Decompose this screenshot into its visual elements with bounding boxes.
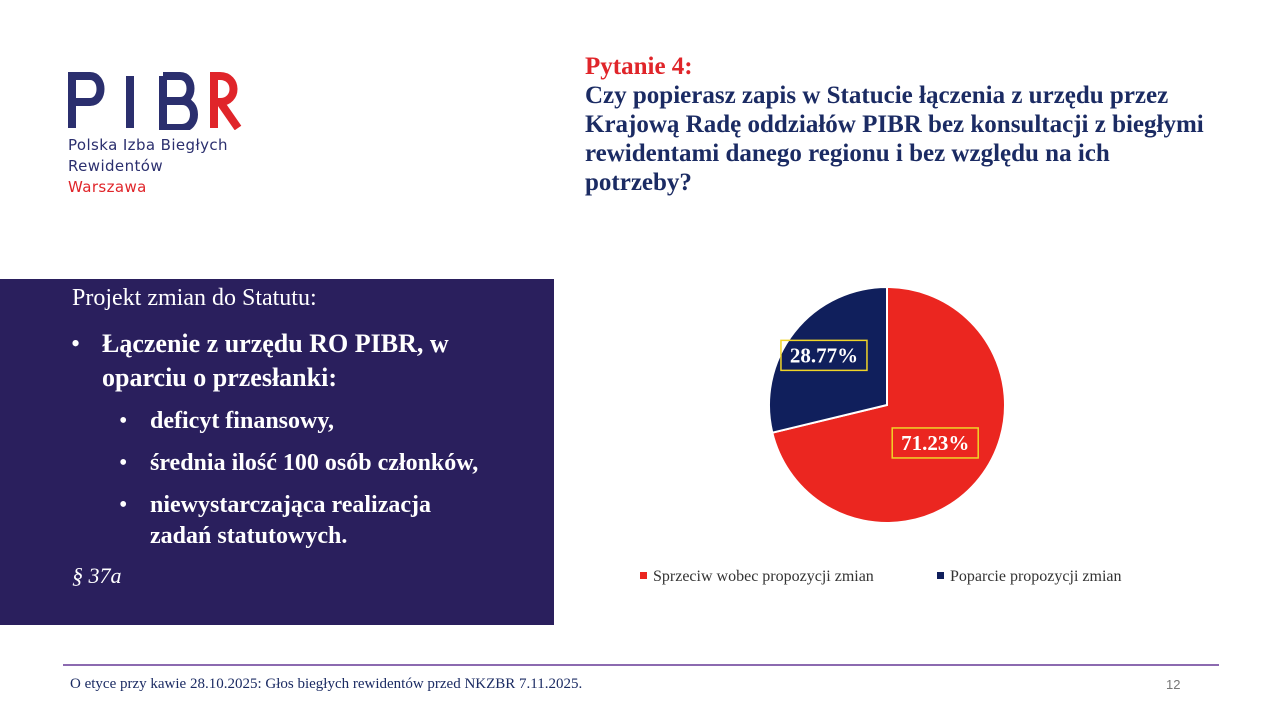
panel-bullet-list: • Łączenie z urzędu RO PIBR, w oparciu o…: [0, 327, 554, 552]
pie-chart: 71.23% 28.77%: [768, 285, 1006, 524]
sub-bullet-text: średnia ilość 100 osób członków,: [150, 450, 479, 476]
bullet-icon: •: [119, 450, 128, 476]
legend-label-sprzeciw: Sprzeciw wobec propozycji zmian: [653, 568, 874, 585]
sub-bullet: • średnia ilość 100 osób członków,: [0, 448, 490, 479]
bullet-icon: •: [119, 408, 128, 434]
legend-swatch-red: [640, 572, 647, 579]
legend-item-poparcie: Poparcie propozycji zmian: [937, 568, 1122, 586]
page-number: 12: [1166, 677, 1181, 692]
pie-data-label-0: 71.23%: [891, 427, 979, 459]
sub-bullet-text: niewystarczająca realizacja zadań statut…: [150, 492, 432, 549]
logo-text-line2: Rewidentów: [68, 157, 163, 175]
bullet-icon: •: [71, 329, 81, 358]
svg-text:28.77%: 28.77%: [790, 343, 858, 367]
sub-bullet: • niewystarczająca realizacja zadań stat…: [0, 490, 490, 552]
pie-data-label-1: 28.77%: [780, 339, 868, 372]
legend-swatch-navy: [937, 572, 944, 579]
main-bullet: • Łączenie z urzędu RO PIBR, w oparciu o…: [0, 327, 482, 395]
pie-slice-1: [768, 285, 888, 434]
statute-panel: Projekt zmian do Statutu: • Łączenie z u…: [0, 279, 554, 625]
question-text: Czy popierasz zapis w Statucie łączenia …: [585, 82, 1204, 196]
svg-text:71.23%: 71.23%: [901, 431, 969, 455]
statute-reference: § 37a: [72, 563, 122, 588]
pie-slice-0: [771, 285, 1006, 524]
bullet-icon: •: [119, 492, 128, 518]
panel-title: Projekt zmian do Statutu:: [72, 285, 317, 311]
sub-bullet: • deficyt finansowy,: [0, 406, 490, 437]
legend-label-poparcie: Poparcie propozycji zmian: [950, 568, 1122, 585]
question-label: Pytanie 4:: [585, 53, 693, 80]
logo-text-line1: Polska Izba Biegłych: [68, 136, 228, 154]
logo-text-line3: Warszawa: [68, 178, 147, 196]
main-bullet-text: Łączenie z urzędu RO PIBR, w oparciu o p…: [102, 329, 449, 392]
footer-divider: [63, 664, 1219, 666]
pibr-logo-mark: [68, 72, 242, 130]
sub-bullet-text: deficyt finansowy,: [150, 408, 335, 434]
legend-item-sprzeciw: Sprzeciw wobec propozycji zmian: [640, 568, 874, 586]
question-block: Pytanie 4: Czy popierasz zapis w Statuci…: [585, 52, 1225, 197]
footer-text: O etyce przy kawie 28.10.2025: Głos bieg…: [70, 676, 583, 692]
